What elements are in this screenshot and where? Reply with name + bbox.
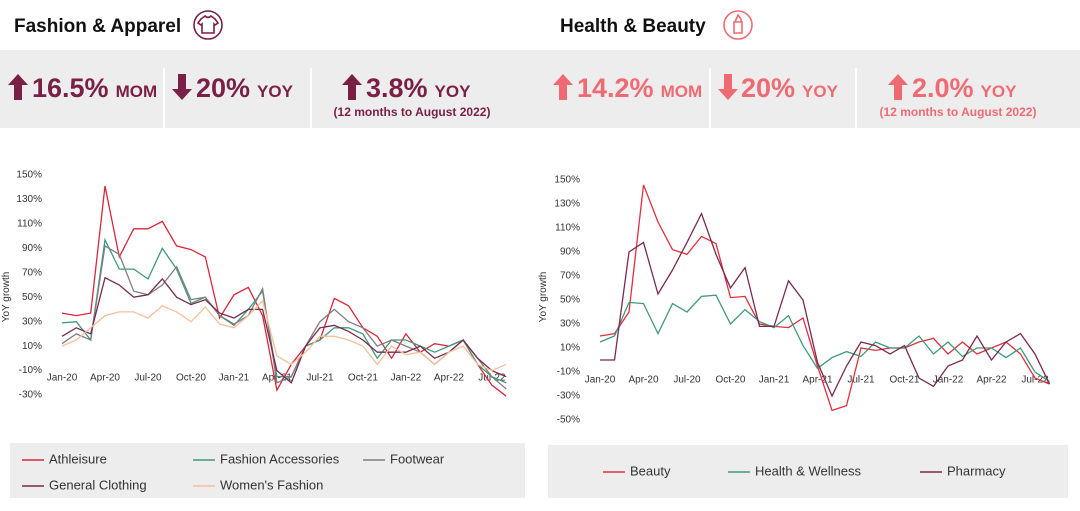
legend-label: Fashion Accessories <box>220 451 340 466</box>
arrow-up <box>342 74 362 100</box>
y-tick-label: 150% <box>16 170 42 181</box>
arrow-up <box>553 74 573 100</box>
kpi-unit: MOM <box>116 82 158 101</box>
kpi-value: 20% <box>741 73 795 103</box>
legend-box <box>10 443 525 498</box>
kpi-note: (12 months to August 2022) <box>880 105 1037 119</box>
kpi-unit: YOY <box>981 82 1018 101</box>
x-tick-label: Oct-21 <box>348 373 378 384</box>
kpi-unit: YOY <box>257 82 294 101</box>
y-axis-title: YoY growth <box>538 272 549 323</box>
x-tick-label: Jul-21 <box>306 373 334 384</box>
x-tick-label: Jan-22 <box>391 373 422 384</box>
y-tick-label: 50% <box>22 292 42 303</box>
legend-box <box>548 445 1068 498</box>
y-tick-label: 10% <box>560 343 580 354</box>
series-line <box>61 185 507 397</box>
x-tick-label: Jan-21 <box>219 373 250 384</box>
shirt-icon <box>193 10 223 40</box>
kpi-value: 16.5% <box>32 73 109 103</box>
series-line <box>600 211 1051 398</box>
lipstick-icon <box>723 10 753 40</box>
panel-title: Fashion & Apparel <box>14 16 181 37</box>
y-tick-label: 70% <box>560 271 580 282</box>
x-tick-label: Apr-21 <box>262 373 292 384</box>
kpi: 20% YOY <box>196 73 294 103</box>
series-line <box>61 276 507 384</box>
legend-label: Health & Wellness <box>755 463 861 478</box>
x-tick-label: Jan-21 <box>759 375 790 386</box>
x-tick-label: Oct-20 <box>715 375 745 386</box>
legend-label: Women's Fashion <box>220 477 323 492</box>
y-tick-label: 90% <box>22 243 42 254</box>
y-tick-label: 130% <box>16 194 42 205</box>
y-tick-label: 90% <box>560 247 580 258</box>
arrow-down <box>172 74 192 100</box>
kpi-value: 14.2% <box>577 73 654 103</box>
series-line <box>61 299 507 372</box>
kpi: 3.8% YOY <box>366 73 471 103</box>
y-tick-label: -30% <box>19 390 42 401</box>
y-tick-label: 30% <box>560 319 580 330</box>
arrow-up <box>8 74 28 100</box>
x-tick-label: Jul-22 <box>478 373 506 384</box>
x-tick-label: Apr-20 <box>628 375 658 386</box>
kpi-note: (12 months to August 2022) <box>334 105 491 119</box>
y-tick-label: 10% <box>22 341 42 352</box>
y-tick-label: -10% <box>19 365 42 376</box>
kpi: 20% YOY <box>741 73 839 103</box>
x-tick-label: Apr-20 <box>90 373 120 384</box>
x-tick-label: Apr-22 <box>434 373 464 384</box>
kpi-value: 3.8% <box>366 73 428 103</box>
legend-label: Athleisure <box>49 451 107 466</box>
legend-label: Footwear <box>390 451 445 466</box>
x-tick-label: Jul-21 <box>847 375 875 386</box>
kpi: 16.5% MOM <box>32 73 157 103</box>
kpi-unit: MOM <box>661 82 703 101</box>
y-tick-label: 110% <box>555 223 580 234</box>
kpi-value: 20% <box>196 73 250 103</box>
legend-label: Beauty <box>630 463 671 478</box>
y-tick-label: -50% <box>557 415 580 426</box>
y-tick-label: 50% <box>560 295 580 306</box>
y-tick-label: -10% <box>557 367 580 378</box>
kpi: 14.2% MOM <box>577 73 702 103</box>
x-tick-label: Jul-20 <box>134 373 162 384</box>
y-tick-label: 130% <box>554 199 580 210</box>
y-tick-label: 70% <box>22 267 42 278</box>
series-line <box>61 244 507 390</box>
legend-label: General Clothing <box>49 477 147 492</box>
x-tick-label: Jan-20 <box>585 375 616 386</box>
y-tick-label: 110% <box>17 219 42 230</box>
kpi-value: 2.0% <box>912 73 974 103</box>
x-tick-label: Jan-20 <box>47 373 78 384</box>
series-line <box>599 294 1050 383</box>
arrow-up <box>888 74 908 100</box>
panel-title: Health & Beauty <box>560 16 706 37</box>
series-line <box>599 184 1050 412</box>
legend-label: Pharmacy <box>947 463 1006 478</box>
x-tick-label: Oct-20 <box>176 373 206 384</box>
y-tick-label: -30% <box>557 391 580 402</box>
arrow-down <box>718 74 738 100</box>
y-axis-title: YoY growth <box>1 272 12 323</box>
kpi: 2.0% YOY <box>912 73 1017 103</box>
kpi-unit: YOY <box>802 82 839 101</box>
x-tick-label: Oct-21 <box>889 375 919 386</box>
y-tick-label: 150% <box>554 175 580 186</box>
x-tick-label: Apr-21 <box>802 375 832 386</box>
x-tick-label: Jan-22 <box>933 375 964 386</box>
y-tick-label: 30% <box>22 316 42 327</box>
x-tick-label: Apr-22 <box>976 375 1006 386</box>
x-tick-label: Jul-22 <box>1021 375 1049 386</box>
kpi-unit: YOY <box>435 82 472 101</box>
x-tick-label: Jul-20 <box>673 375 701 386</box>
